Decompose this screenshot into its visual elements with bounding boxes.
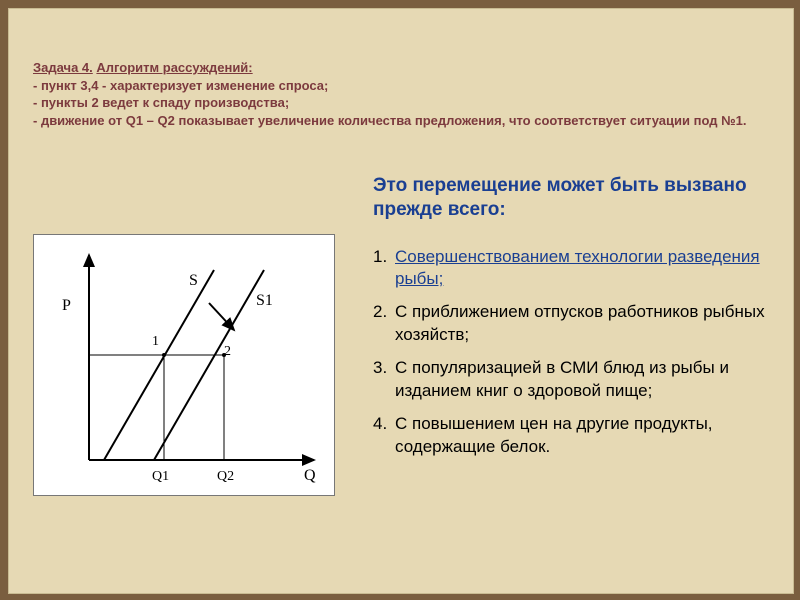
svg-text:2: 2 <box>224 344 231 359</box>
option-text: С приближением отпусков работников рыбны… <box>395 301 793 347</box>
option-number: 3. <box>373 357 395 403</box>
option-item: 3.С популяризацией в СМИ блюд из рыбы и … <box>373 357 793 403</box>
option-text: С популяризацией в СМИ блюд из рыбы и из… <box>395 357 793 403</box>
svg-text:1: 1 <box>152 334 159 349</box>
option-number: 4. <box>373 413 395 459</box>
option-item: 1.Совершенствованием технологии разведен… <box>373 246 793 292</box>
header-bullet: - пункт 3,4 - характеризует изменение сп… <box>33 78 328 93</box>
option-text: Совершенствованием технологии разведения… <box>395 246 793 292</box>
option-number: 2. <box>373 301 395 347</box>
question-prompt: Это перемещение может быть вызвано прежд… <box>373 174 793 222</box>
svg-text:Q: Q <box>304 467 316 484</box>
slide-frame: Задача 4. Алгоритм рассуждений: - пункт … <box>8 8 794 594</box>
option-item: 2.С приближением отпусков работников рыб… <box>373 301 793 347</box>
algo-label: Алгоритм рассуждений: <box>96 60 252 75</box>
option-text: С повышением цен на другие продукты, сод… <box>395 413 793 459</box>
svg-text:S1: S1 <box>256 292 273 309</box>
supply-shift-graph: P Q S S1 Q1 Q2 1 2 <box>33 234 335 496</box>
header-bullet: - пункты 2 ведет к спаду производства; <box>33 95 289 110</box>
option-item: 4.С повышением цен на другие продукты, с… <box>373 413 793 459</box>
header-block: Задача 4. Алгоритм рассуждений: - пункт … <box>33 59 773 129</box>
svg-text:P: P <box>62 297 71 314</box>
graph-column: P Q S S1 Q1 Q2 1 2 <box>33 234 353 496</box>
task-label: Задача 4. <box>33 60 93 75</box>
header-bullet: - движение от Q1 – Q2 показывает увеличе… <box>33 113 746 128</box>
text-column: Это перемещение может быть вызвано прежд… <box>373 174 793 469</box>
svg-text:S: S <box>189 272 198 289</box>
options-list: 1.Совершенствованием технологии разведен… <box>373 246 793 460</box>
svg-text:Q2: Q2 <box>217 469 234 484</box>
svg-text:Q1: Q1 <box>152 469 169 484</box>
option-number: 1. <box>373 246 395 292</box>
content-area: PQSS1Q1Q212 Это перемещение может быть в… <box>33 174 773 574</box>
